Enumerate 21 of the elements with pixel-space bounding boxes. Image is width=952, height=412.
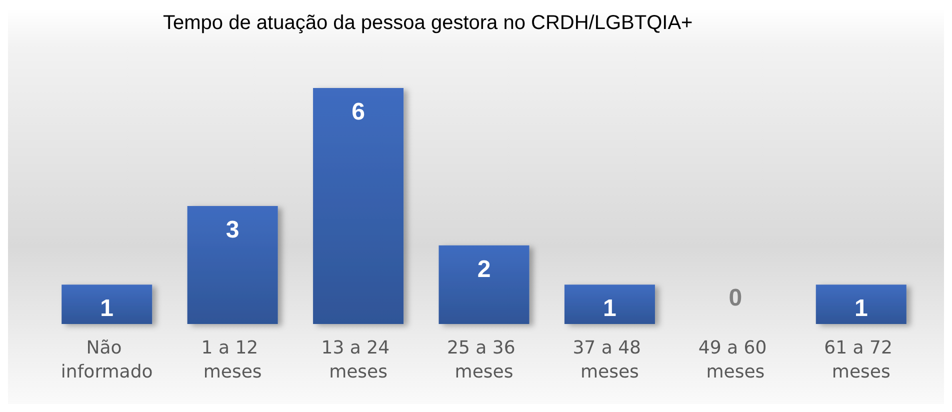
bar (438, 245, 530, 324)
x-tick-label: 37 a 48 meses (572, 338, 647, 382)
bar (313, 88, 404, 324)
data-label: 0 (728, 284, 742, 312)
x-tick-label: 49 a 60 meses (698, 338, 772, 382)
data-label: 1 (854, 295, 868, 322)
data-label: 1 (100, 295, 114, 322)
bar (62, 284, 152, 324)
x-tick-label: Não informado (60, 338, 153, 382)
bar (187, 206, 278, 324)
data-label: 1 (603, 295, 616, 322)
x-tick-label: 1 a 12 meses (201, 338, 264, 382)
x-tick-label: 25 a 36 meses (446, 338, 522, 382)
x-tick-label: 13 a 24 meses (321, 338, 396, 382)
data-label: 6 (352, 98, 365, 126)
bar (564, 284, 655, 324)
bar (816, 284, 906, 324)
data-label: 2 (477, 256, 491, 283)
chart-title: Tempo de atuação da pessoa gestora no CRDH/LGBTQIA+ (163, 12, 693, 34)
data-label: 3 (226, 216, 240, 244)
x-tick-label: 61 a 72 meses (824, 338, 898, 382)
